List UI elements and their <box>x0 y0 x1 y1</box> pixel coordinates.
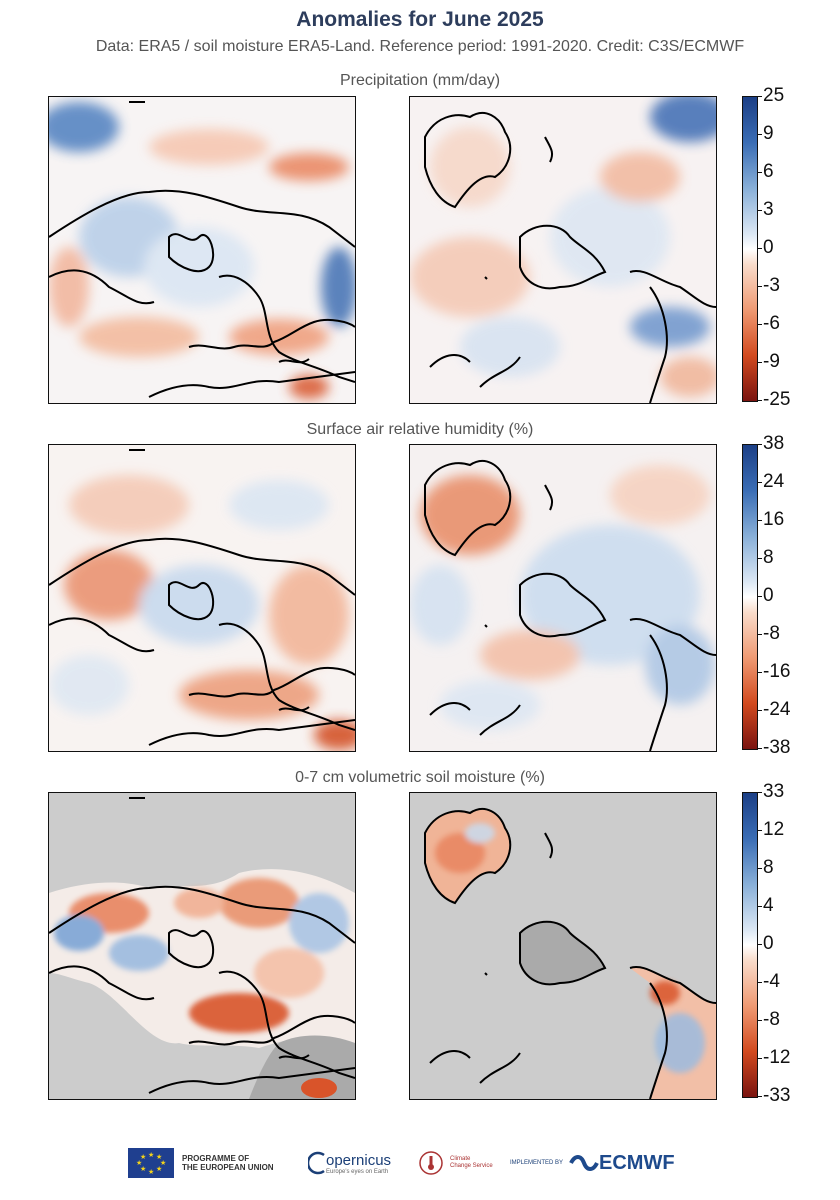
colorbar-tick-label: 12 <box>763 819 785 840</box>
colorbar-tick-label: 0 <box>763 237 774 258</box>
colorbar-tick-label: -8 <box>763 1009 780 1030</box>
colorbar-tick-label: 33 <box>763 781 785 802</box>
precip-north-map <box>48 96 356 404</box>
colorbar-tick-label: -3 <box>763 275 780 296</box>
humidity-south-map <box>409 444 717 752</box>
copernicus-wordmark: opernicus <box>326 1151 392 1169</box>
colorbar-tick-label: 4 <box>763 895 774 916</box>
colorbar-tick-label: 38 <box>763 433 785 454</box>
colorbar-tick-label: 0 <box>763 585 774 606</box>
colorbar-tickmark <box>757 248 762 249</box>
ecmwf-swirl-icon <box>569 1155 599 1171</box>
colorbar-tickmark <box>757 982 762 983</box>
colorbar-tick-label: 24 <box>763 471 785 492</box>
copernicus-logo: opernicus Europe's eyes on Earth <box>308 1146 391 1180</box>
humidity-colorbar <box>742 444 758 750</box>
colorbar-tick-label: 9 <box>763 123 774 144</box>
colorbar-tick-label: 3 <box>763 199 774 220</box>
colorbar-tickmark <box>757 1096 762 1097</box>
colorbar-tick-label: -38 <box>763 737 791 758</box>
colorbar-tickmark <box>757 710 762 711</box>
c3s-logo: Climate Change Service <box>418 1146 493 1180</box>
colorbar-tickmark <box>757 868 762 869</box>
colorbar-tick-label: 8 <box>763 547 774 568</box>
c3s-thermometer-icon <box>419 1151 443 1175</box>
soil-north-map <box>48 792 356 1100</box>
eu-label-line1: PROGRAMME OF <box>182 1153 250 1163</box>
colorbar-tick-label: -25 <box>763 389 791 410</box>
page-title: Anomalies for June 2025 <box>296 8 544 31</box>
colorbar-tick-label: -8 <box>763 623 780 644</box>
precipitation-title: Precipitation (mm/day) <box>339 72 501 89</box>
precip-colorbar <box>742 96 758 402</box>
colorbar-tick-label: -9 <box>763 351 780 372</box>
eu-flag-icon: ★ ★ ★ ★ ★ ★ ★ ★ <box>128 1148 174 1178</box>
eu-label-line2: THE EUROPEAN UNION <box>182 1163 274 1172</box>
colorbar-tickmark <box>757 444 762 445</box>
ecmwf-wordmark: ECMWF <box>599 1151 675 1174</box>
colorbar-tick-label: -4 <box>763 971 780 992</box>
colorbar-tickmark <box>757 672 762 673</box>
colorbar-tickmark <box>757 830 762 831</box>
colorbar-tickmark <box>757 362 762 363</box>
colorbar-tick-label: 8 <box>763 857 774 878</box>
colorbar-tickmark <box>757 324 762 325</box>
colorbar-tick-label: -33 <box>763 1085 791 1106</box>
c3s-line2: Change Service <box>450 1163 493 1169</box>
colorbar-tickmark <box>757 400 762 401</box>
page-subtitle: Data: ERA5 / soil moisture ERA5-Land. Re… <box>95 38 745 55</box>
colorbar-tick-label: 16 <box>763 509 785 530</box>
eu-logo: ★ ★ ★ ★ ★ ★ ★ ★ PROGRAMME OF THE EUROPEA… <box>128 1146 274 1180</box>
colorbar-tickmark <box>757 482 762 483</box>
colorbar-tickmark <box>757 906 762 907</box>
c3s-line1: Climate <box>450 1156 471 1163</box>
precip-south-map <box>409 96 717 404</box>
colorbar-tick-label: -12 <box>763 1047 791 1068</box>
colorbar-tick-label: -6 <box>763 313 780 334</box>
colorbar-tickmark <box>757 1020 762 1021</box>
colorbar-tickmark <box>757 596 762 597</box>
ecmwf-logo: IMPLEMENTED BY ECMWF <box>510 1146 675 1180</box>
colorbar-tickmark <box>757 520 762 521</box>
colorbar-tickmark <box>757 792 762 793</box>
soil-south-map <box>409 792 717 1100</box>
colorbar-tick-label: -24 <box>763 699 791 720</box>
colorbar-tick-label: -16 <box>763 661 791 682</box>
soil-moisture-title: 0-7 cm volumetric soil moisture (%) <box>295 769 545 786</box>
colorbar-tickmark <box>757 748 762 749</box>
colorbar-tickmark <box>757 96 762 97</box>
colorbar-tick-label: 25 <box>763 85 785 106</box>
colorbar-tick-label: 6 <box>763 161 774 182</box>
colorbar-tickmark <box>757 1058 762 1059</box>
soil-colorbar <box>742 792 758 1098</box>
footer-logos: ★ ★ ★ ★ ★ ★ ★ ★ PROGRAMME OF THE EUROPEA… <box>0 1146 840 1180</box>
colorbar-tickmark <box>757 558 762 559</box>
colorbar-tickmark <box>757 134 762 135</box>
implemented-by-label: IMPLEMENTED BY <box>510 1160 564 1166</box>
colorbar-tickmark <box>757 210 762 211</box>
colorbar-tickmark <box>757 944 762 945</box>
humidity-title: Surface air relative humidity (%) <box>306 421 534 438</box>
colorbar-tick-label: 0 <box>763 933 774 954</box>
colorbar-tickmark <box>757 634 762 635</box>
copernicus-c-icon <box>308 1151 325 1175</box>
colorbar-tickmark <box>757 172 762 173</box>
copernicus-tagline: Europe's eyes on Earth <box>326 1168 389 1175</box>
colorbar-tickmark <box>757 286 762 287</box>
humidity-north-map <box>48 444 356 752</box>
